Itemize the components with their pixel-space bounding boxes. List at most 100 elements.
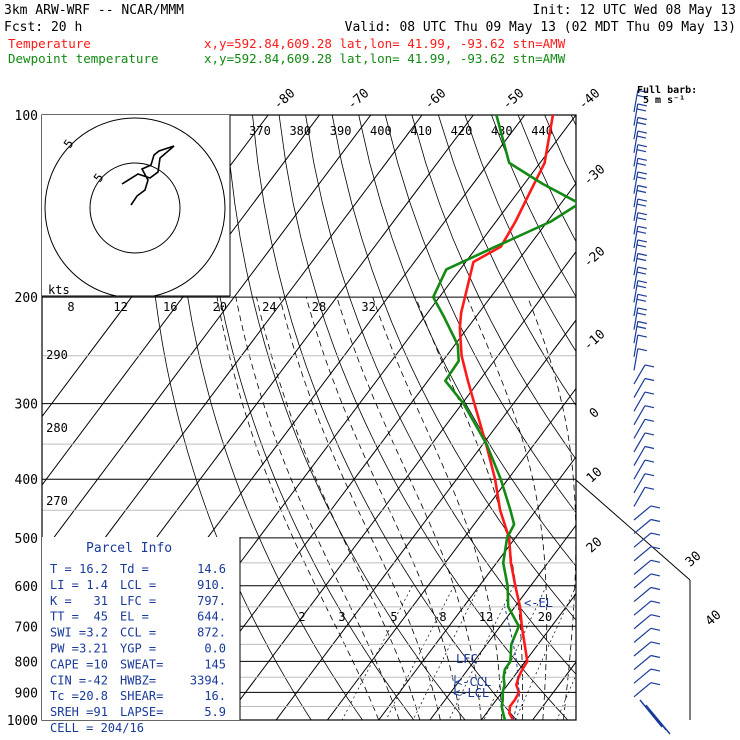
- wind-barb-flag: [637, 184, 647, 189]
- wind-barb: [633, 266, 647, 289]
- dry-adiabat: [438, 115, 576, 407]
- wind-barb: [633, 307, 647, 330]
- isotherm-label: 10: [584, 465, 606, 487]
- wind-barb: [633, 518, 661, 535]
- dewpoint-profile-point: [502, 562, 505, 564]
- wind-speed-axis-label: 8: [67, 300, 74, 314]
- wind-barb: [633, 171, 647, 194]
- temperature-profile-point: [494, 478, 496, 481]
- wind-barb-flag: [636, 244, 647, 248]
- wind-barb: [633, 641, 661, 657]
- dry-adiabat: [624, 115, 740, 720]
- wind-barb-flag: [636, 298, 647, 302]
- isotherm-label: -80: [271, 86, 298, 113]
- parcel-value: 45: [94, 610, 108, 624]
- wind-barb-flag: [644, 473, 655, 477]
- parcel-label: SWI =: [50, 626, 86, 640]
- parcel-value: 20.8: [79, 689, 108, 703]
- mixing-ratio-label: 12: [479, 610, 493, 624]
- theta-label: 440: [531, 124, 553, 138]
- pressure-tick-label: 300: [15, 398, 38, 413]
- wind-barb: [633, 627, 661, 643]
- wind-barb-flag: [650, 641, 661, 645]
- wind-barb-flag: [636, 176, 647, 180]
- wind-barb-staff: [633, 158, 639, 181]
- temperature-profile-point: [518, 691, 520, 694]
- wind-barb-flag: [650, 532, 661, 536]
- temperature-profile-point: [500, 245, 502, 248]
- wind-barb: [633, 391, 655, 412]
- wind-barb-staff: [633, 546, 652, 562]
- wind-barb-flag: [637, 348, 647, 352]
- parcel-value: 16.: [204, 689, 226, 703]
- temperature-profile-point: [523, 643, 526, 646]
- wind-barb-staff: [633, 185, 639, 208]
- wind-barb-flag: [636, 312, 647, 316]
- temperature-profile-point: [521, 668, 524, 671]
- wind-barb-flag: [637, 320, 647, 325]
- wind-barb: [633, 252, 647, 276]
- temperature-profile-point: [467, 380, 469, 382]
- wind-barb-flag: [636, 285, 647, 289]
- wind-barb: [633, 184, 647, 208]
- wind-barb-flag: [650, 668, 661, 672]
- dry-adiabat: [358, 115, 576, 567]
- wind-barb: [633, 546, 661, 562]
- parcel-label: CCL =: [120, 626, 156, 640]
- wind-barb-staff: [633, 90, 639, 113]
- moist-adiabat: [466, 296, 548, 720]
- wind-barb-flag: [650, 546, 661, 550]
- dewpoint-profile-point: [444, 380, 447, 382]
- wind-barb-flag: [637, 171, 647, 175]
- wind-barb: [633, 432, 655, 453]
- isotherm-label: -60: [422, 86, 449, 113]
- wind-barb: [633, 377, 655, 398]
- dewpoint-profile-point: [509, 660, 512, 663]
- wind-barb-staff: [633, 103, 639, 126]
- dewpoint-profile-point: [513, 523, 515, 526]
- wind-barb-flag: [637, 239, 647, 243]
- plot-frame: [41, 114, 577, 721]
- hodograph-background: [42, 115, 230, 296]
- temperature-profile-point: [499, 509, 501, 512]
- wind-barb-staff: [633, 130, 639, 153]
- wind-barb: [633, 89, 647, 113]
- hodograph-ring: [89, 162, 181, 254]
- isotherm-label: 30: [683, 549, 705, 571]
- dry-adiabat: [598, 115, 740, 720]
- isotherm-line: [224, 250, 576, 720]
- wind-barb-staff: [633, 614, 652, 630]
- temperature-profile-point: [472, 261, 475, 263]
- wind-barb-flag: [650, 682, 661, 686]
- wind-barb-flag: [636, 108, 647, 112]
- dewpoint-profile-point: [442, 315, 445, 317]
- pressure-tick-label: 1000: [7, 714, 38, 729]
- hodograph-grid: [44, 117, 226, 296]
- mixing-ratio-line: [515, 585, 576, 720]
- wind-barb: [633, 103, 647, 126]
- wind-barb: [633, 293, 647, 317]
- wind-barb-flag: [636, 271, 647, 275]
- parcel-panel-title: Parcel Info: [86, 541, 172, 556]
- mixing-ratio-line: [556, 674, 576, 720]
- dewpoint-profile-point: [504, 719, 506, 720]
- temperature-profile-point: [460, 311, 463, 314]
- dry-adiabat: [731, 115, 740, 720]
- mixing-ratio-line: [448, 585, 514, 720]
- wind-barb-staff: [633, 307, 639, 330]
- wind-barb-staff: [633, 364, 646, 385]
- temperature-profile-point: [473, 402, 476, 405]
- wind-barb: [633, 654, 661, 671]
- pressure-tick-label: 100: [15, 109, 38, 124]
- dewpoint-profile-point: [500, 478, 502, 481]
- dry-adiabat: [651, 115, 740, 720]
- dewpoint-profile-point: [550, 220, 552, 223]
- wind-barb: [633, 116, 647, 140]
- wind-barb-staff: [633, 627, 652, 643]
- dewpoint-profile: [431, 115, 576, 720]
- pressure-tick-label: 900: [15, 686, 38, 701]
- isotherm-label: -20: [581, 244, 608, 271]
- wind-barb: [633, 144, 647, 167]
- parcel-value: -42: [86, 673, 108, 687]
- wind-barb-flag: [650, 654, 661, 659]
